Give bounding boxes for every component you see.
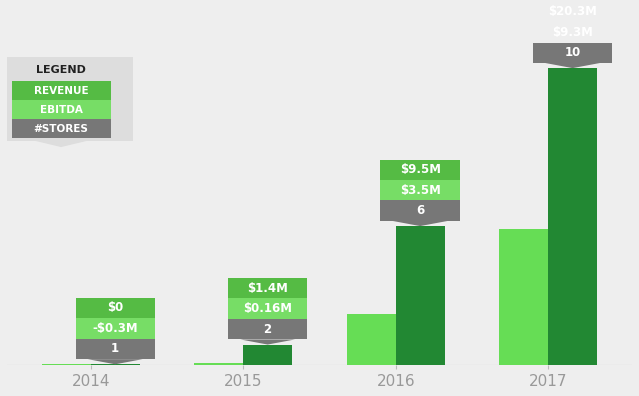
Text: 1: 1: [111, 343, 119, 356]
FancyBboxPatch shape: [12, 100, 111, 119]
FancyBboxPatch shape: [228, 299, 307, 319]
FancyBboxPatch shape: [533, 22, 612, 42]
FancyBboxPatch shape: [228, 278, 307, 299]
FancyBboxPatch shape: [533, 42, 612, 63]
Polygon shape: [88, 359, 142, 364]
Text: LEGEND: LEGEND: [36, 65, 86, 74]
FancyBboxPatch shape: [12, 81, 111, 100]
Text: $9.5M: $9.5M: [399, 163, 441, 176]
FancyBboxPatch shape: [380, 180, 460, 200]
Text: -$0.3M: -$0.3M: [93, 322, 138, 335]
FancyBboxPatch shape: [12, 119, 111, 138]
Bar: [548, 68, 597, 365]
FancyBboxPatch shape: [75, 318, 155, 339]
Text: $20.3M: $20.3M: [548, 5, 597, 18]
Bar: [396, 226, 445, 365]
Text: 6: 6: [416, 204, 424, 217]
Bar: [42, 364, 91, 365]
Text: 2: 2: [264, 323, 272, 336]
Bar: [91, 364, 139, 365]
Text: $0.16M: $0.16M: [243, 302, 292, 315]
Text: REVENUE: REVENUE: [34, 86, 88, 96]
Text: #STORES: #STORES: [34, 124, 89, 134]
Text: $0: $0: [107, 301, 123, 314]
Bar: [194, 363, 243, 365]
Text: $1.4M: $1.4M: [247, 282, 288, 295]
Text: $9.3M: $9.3M: [552, 26, 593, 39]
Text: $3.5M: $3.5M: [399, 184, 440, 197]
FancyBboxPatch shape: [533, 2, 612, 22]
Bar: [347, 314, 396, 365]
Polygon shape: [545, 63, 600, 68]
Text: EBITDA: EBITDA: [40, 105, 82, 115]
Bar: [243, 345, 292, 365]
Text: 10: 10: [564, 46, 581, 59]
FancyBboxPatch shape: [380, 160, 460, 180]
FancyBboxPatch shape: [75, 298, 155, 318]
FancyBboxPatch shape: [0, 57, 134, 141]
Polygon shape: [393, 221, 447, 226]
Polygon shape: [240, 339, 295, 345]
Polygon shape: [27, 138, 95, 147]
FancyBboxPatch shape: [75, 339, 155, 359]
FancyBboxPatch shape: [228, 319, 307, 339]
FancyBboxPatch shape: [380, 200, 460, 221]
Bar: [500, 229, 548, 365]
